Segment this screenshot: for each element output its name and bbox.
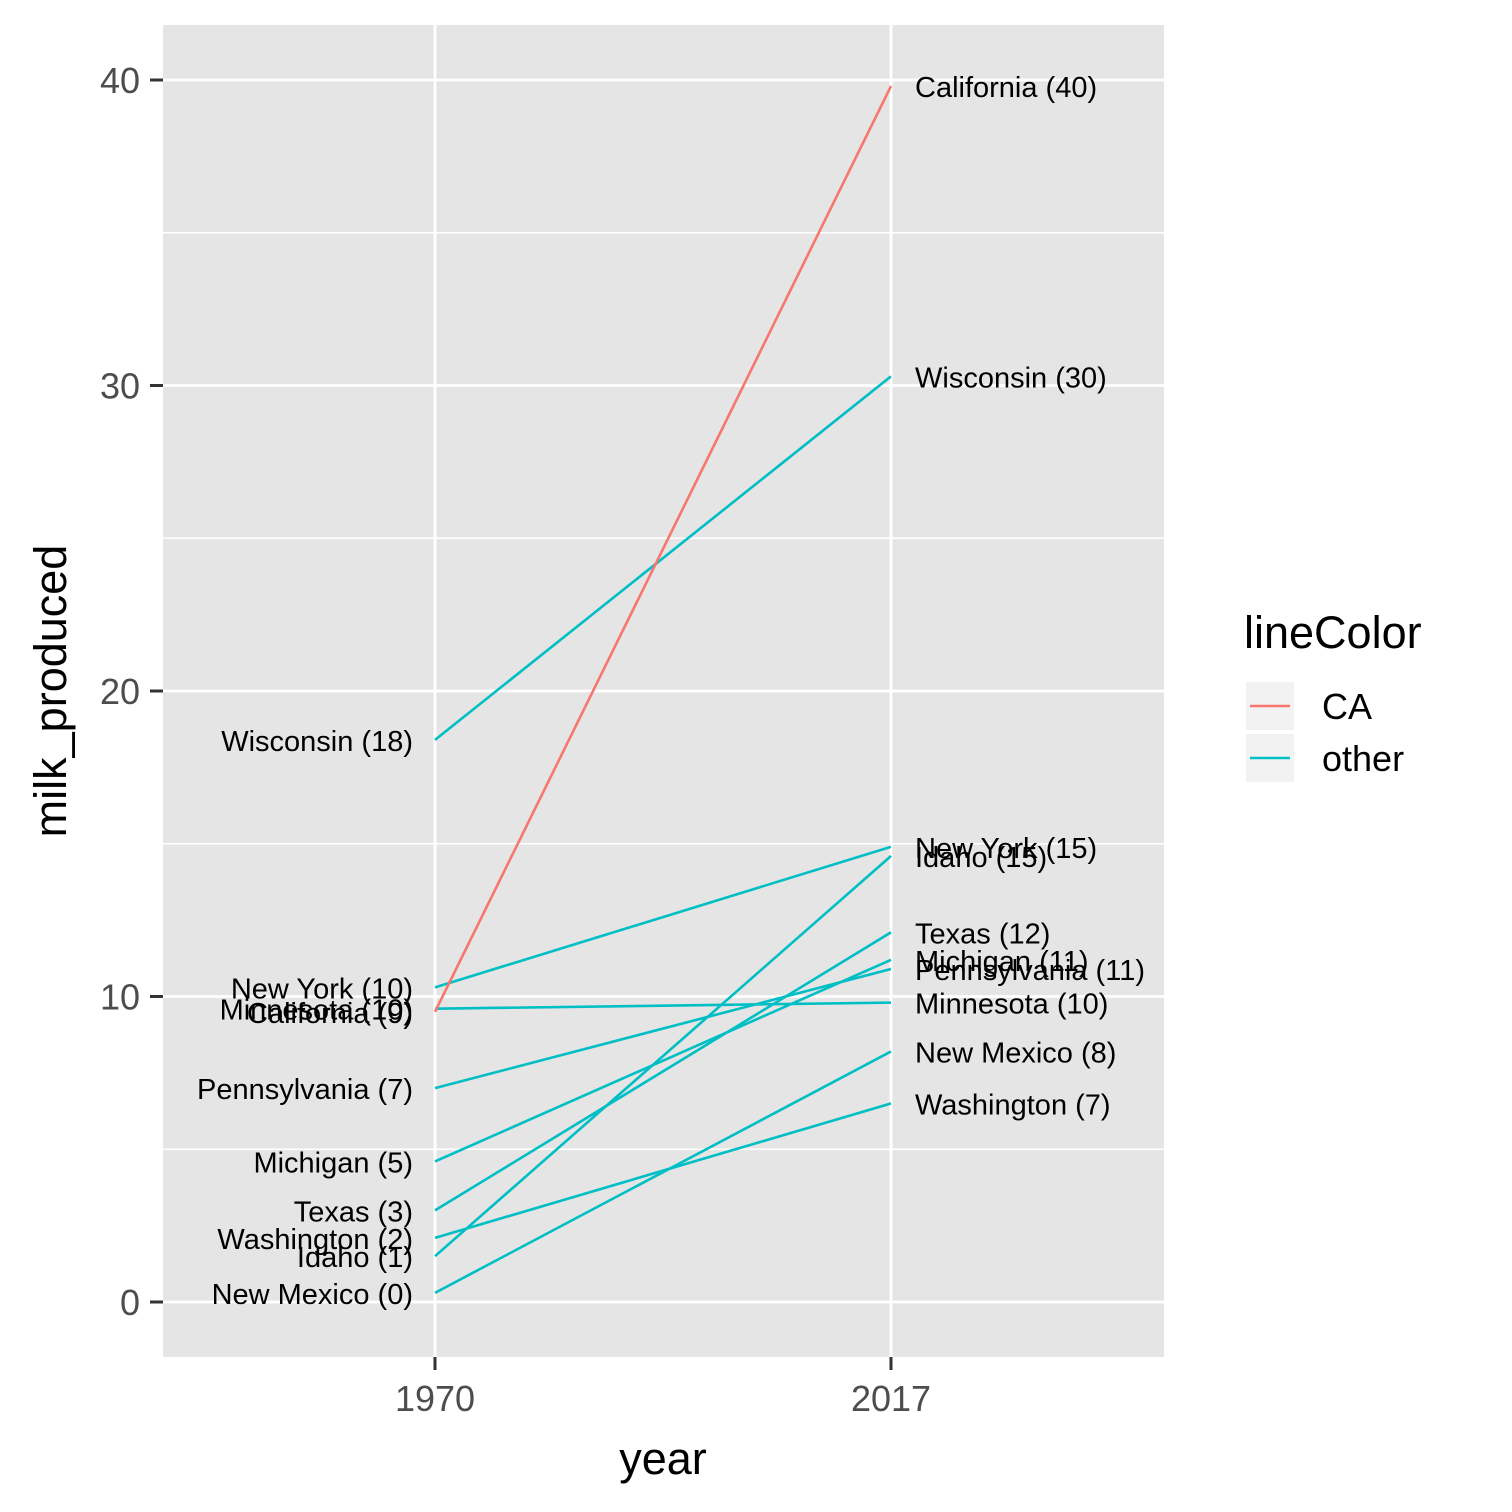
end-label-idaho: Idaho (15) (915, 842, 1047, 874)
end-label-minnesota: Minnesota (10) (915, 989, 1108, 1021)
series-line-minnesota (434, 1001, 892, 1011)
x-tick-label: 1970 (395, 1378, 475, 1419)
series-line-new-york (434, 845, 892, 989)
start-label-new-york: New York (10) (231, 973, 413, 1005)
series-lines (433, 85, 893, 1294)
end-label-michigan: Michigan (11) (915, 946, 1089, 978)
y-axis: 0 10 20 30 40 (100, 60, 163, 1323)
end-label-pennsylvania: Pennsylvania (11) (915, 955, 1145, 987)
start-label-minnesota: Minnesota (10) (220, 995, 413, 1027)
legend-label-other: other (1322, 738, 1404, 779)
series-line-new-mexico (434, 1050, 892, 1294)
end-label-wisconsin: Wisconsin (30) (915, 362, 1107, 394)
end-label-texas: Texas (12) (915, 918, 1050, 950)
x-axis-title: year (619, 1433, 707, 1484)
end-label-new-york: New York (15) (915, 833, 1097, 865)
legend-label-ca: CA (1322, 686, 1372, 727)
start-label-michigan: Michigan (5) (253, 1147, 413, 1179)
series-line-california (433, 85, 893, 1013)
series-line-michigan (434, 958, 892, 1163)
grid-major (163, 25, 1164, 1357)
series-labels: California (9) California (40) Wisconsin (… (197, 72, 1145, 1311)
end-label-washington: Washington (7) (915, 1089, 1111, 1121)
y-tick-label: 30 (100, 365, 140, 406)
grid-minor (163, 232, 1164, 1150)
legend-title: lineColor (1244, 607, 1422, 658)
start-label-wisconsin: Wisconsin (18) (221, 726, 413, 758)
start-label-idaho: Idaho (1) (297, 1242, 413, 1274)
start-label-new-mexico: New Mexico (0) (212, 1279, 413, 1311)
legend: lineColor CA other (1244, 607, 1422, 782)
series-line-wisconsin (434, 375, 892, 741)
start-label-california: California (9) (247, 998, 413, 1030)
y-tick-label: 0 (120, 1282, 140, 1323)
y-tick-label: 40 (100, 60, 140, 101)
y-tick-label: 20 (100, 671, 140, 712)
x-axis: 1970 2017 (395, 1357, 931, 1419)
start-label-texas: Texas (3) (294, 1196, 413, 1228)
y-tick-label: 10 (100, 977, 140, 1018)
series-line-texas (434, 931, 892, 1212)
end-label-new-mexico: New Mexico (8) (915, 1037, 1116, 1069)
series-line-washington (434, 1102, 892, 1240)
start-label-pennsylvania: Pennsylvania (7) (197, 1074, 413, 1106)
x-tick-label: 2017 (851, 1378, 931, 1419)
series-line-pennsylvania (434, 967, 892, 1090)
end-label-california: California (40) (915, 72, 1097, 104)
y-axis-title: milk_produced (25, 545, 76, 838)
start-label-washington: Washington (2) (217, 1224, 413, 1256)
series-line-idaho (434, 854, 892, 1258)
